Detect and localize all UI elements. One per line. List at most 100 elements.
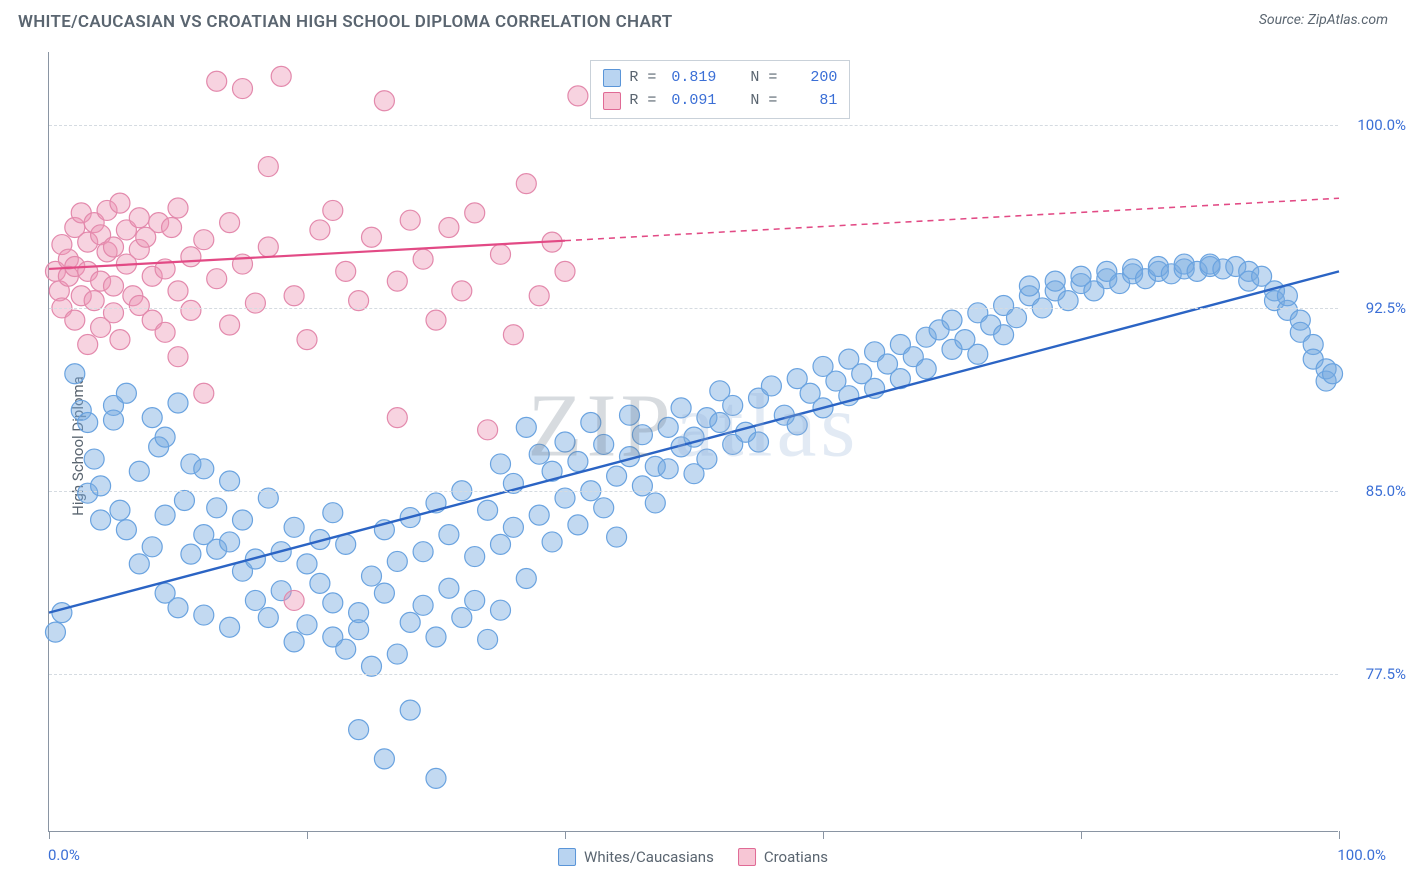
trend-line-solid	[49, 271, 1339, 612]
scatter-point	[516, 569, 536, 589]
scatter-point	[426, 768, 446, 788]
scatter-point	[465, 203, 485, 223]
scatter-point	[1045, 271, 1065, 291]
scatter-point	[787, 415, 807, 435]
scatter-point	[116, 383, 136, 403]
scatter-point	[594, 434, 614, 454]
scatter-point	[568, 86, 588, 106]
scatter-point	[413, 249, 433, 269]
scatter-point	[761, 376, 781, 396]
scatter-point	[555, 432, 575, 452]
scatter-point	[723, 395, 743, 415]
scatter-point	[1277, 286, 1297, 306]
scatter-point	[568, 515, 588, 535]
scatter-point	[387, 408, 407, 428]
scatter-point	[181, 247, 201, 267]
scatter-point	[516, 417, 536, 437]
scatter-point	[258, 237, 278, 257]
legend-swatch	[603, 69, 621, 87]
scatter-point	[284, 517, 304, 537]
scatter-point	[78, 335, 98, 355]
scatter-point	[142, 537, 162, 557]
scatter-point	[297, 615, 317, 635]
legend-swatch	[738, 848, 756, 866]
scatter-point	[323, 593, 343, 613]
scatter-point	[465, 547, 485, 567]
scatter-point	[52, 603, 72, 623]
scatter-point	[162, 218, 182, 238]
scatter-point	[194, 605, 214, 625]
scatter-point	[220, 471, 240, 491]
scatter-point	[1019, 276, 1039, 296]
gridline-h	[49, 674, 1338, 675]
scatter-point	[632, 476, 652, 496]
scatter-point	[439, 525, 459, 545]
scatter-point	[968, 344, 988, 364]
scatter-point	[207, 71, 227, 91]
scatter-point	[258, 157, 278, 177]
scatter-point	[129, 461, 149, 481]
stats-legend-box: R =0.819 N =200R =0.091 N =81	[590, 60, 850, 119]
scatter-point	[284, 590, 304, 610]
scatter-point	[336, 534, 356, 554]
scatter-point	[110, 500, 130, 520]
gridline-h	[49, 125, 1338, 126]
scatter-point	[284, 632, 304, 652]
stats-row: R =0.091 N =81	[603, 90, 837, 113]
scatter-point	[387, 551, 407, 571]
scatter-point	[271, 66, 291, 86]
scatter-point	[491, 244, 511, 264]
scatter-point	[374, 749, 394, 769]
scatter-point	[387, 271, 407, 291]
x-tick	[823, 831, 824, 839]
scatter-point	[1007, 308, 1027, 328]
scatter-point	[310, 573, 330, 593]
scatter-point	[620, 405, 640, 425]
scatter-point	[245, 590, 265, 610]
stats-row: R =0.819 N =200	[603, 67, 837, 90]
scatter-point	[220, 213, 240, 233]
x-tick	[1081, 831, 1082, 839]
scatter-point	[181, 300, 201, 320]
x-tick	[307, 831, 308, 839]
scatter-point	[84, 449, 104, 469]
scatter-point	[529, 444, 549, 464]
scatter-point	[155, 427, 175, 447]
scatter-point	[478, 420, 498, 440]
scatter-point	[658, 459, 678, 479]
scatter-point	[400, 700, 420, 720]
scatter-point	[155, 505, 175, 525]
scatter-point	[45, 622, 65, 642]
scatter-point	[194, 230, 214, 250]
scatter-point	[374, 583, 394, 603]
scatter-point	[503, 325, 523, 345]
scatter-point	[465, 590, 485, 610]
scatter-point	[78, 413, 98, 433]
x-tick	[1339, 831, 1340, 839]
scatter-point	[697, 449, 717, 469]
legend-item: Whites/Caucasians	[558, 848, 714, 866]
scatter-point	[104, 237, 124, 257]
bottom-legend: Whites/CaucasiansCroatians	[558, 848, 828, 866]
scatter-point	[129, 208, 149, 228]
scatter-point	[104, 276, 124, 296]
plot-region: ZIPatlas R =0.819 N =200R =0.091 N =81 7…	[48, 52, 1338, 832]
scatter-point	[233, 79, 253, 99]
scatter-point	[349, 620, 369, 640]
scatter-point	[362, 566, 382, 586]
scatter-point	[323, 200, 343, 220]
scatter-point	[297, 330, 317, 350]
scatter-point	[607, 527, 627, 547]
scatter-point	[336, 639, 356, 659]
y-tick-label: 77.5%	[1366, 665, 1406, 683]
chart-area: ZIPatlas R =0.819 N =200R =0.091 N =81 7…	[48, 52, 1338, 832]
scatter-point	[632, 425, 652, 445]
scatter-point	[284, 286, 304, 306]
scatter-point	[207, 269, 227, 289]
scatter-point	[168, 393, 188, 413]
scatter-point	[542, 532, 562, 552]
scatter-point	[104, 303, 124, 323]
scatter-point	[581, 413, 601, 433]
scatter-point	[671, 398, 691, 418]
scatter-point	[374, 91, 394, 111]
